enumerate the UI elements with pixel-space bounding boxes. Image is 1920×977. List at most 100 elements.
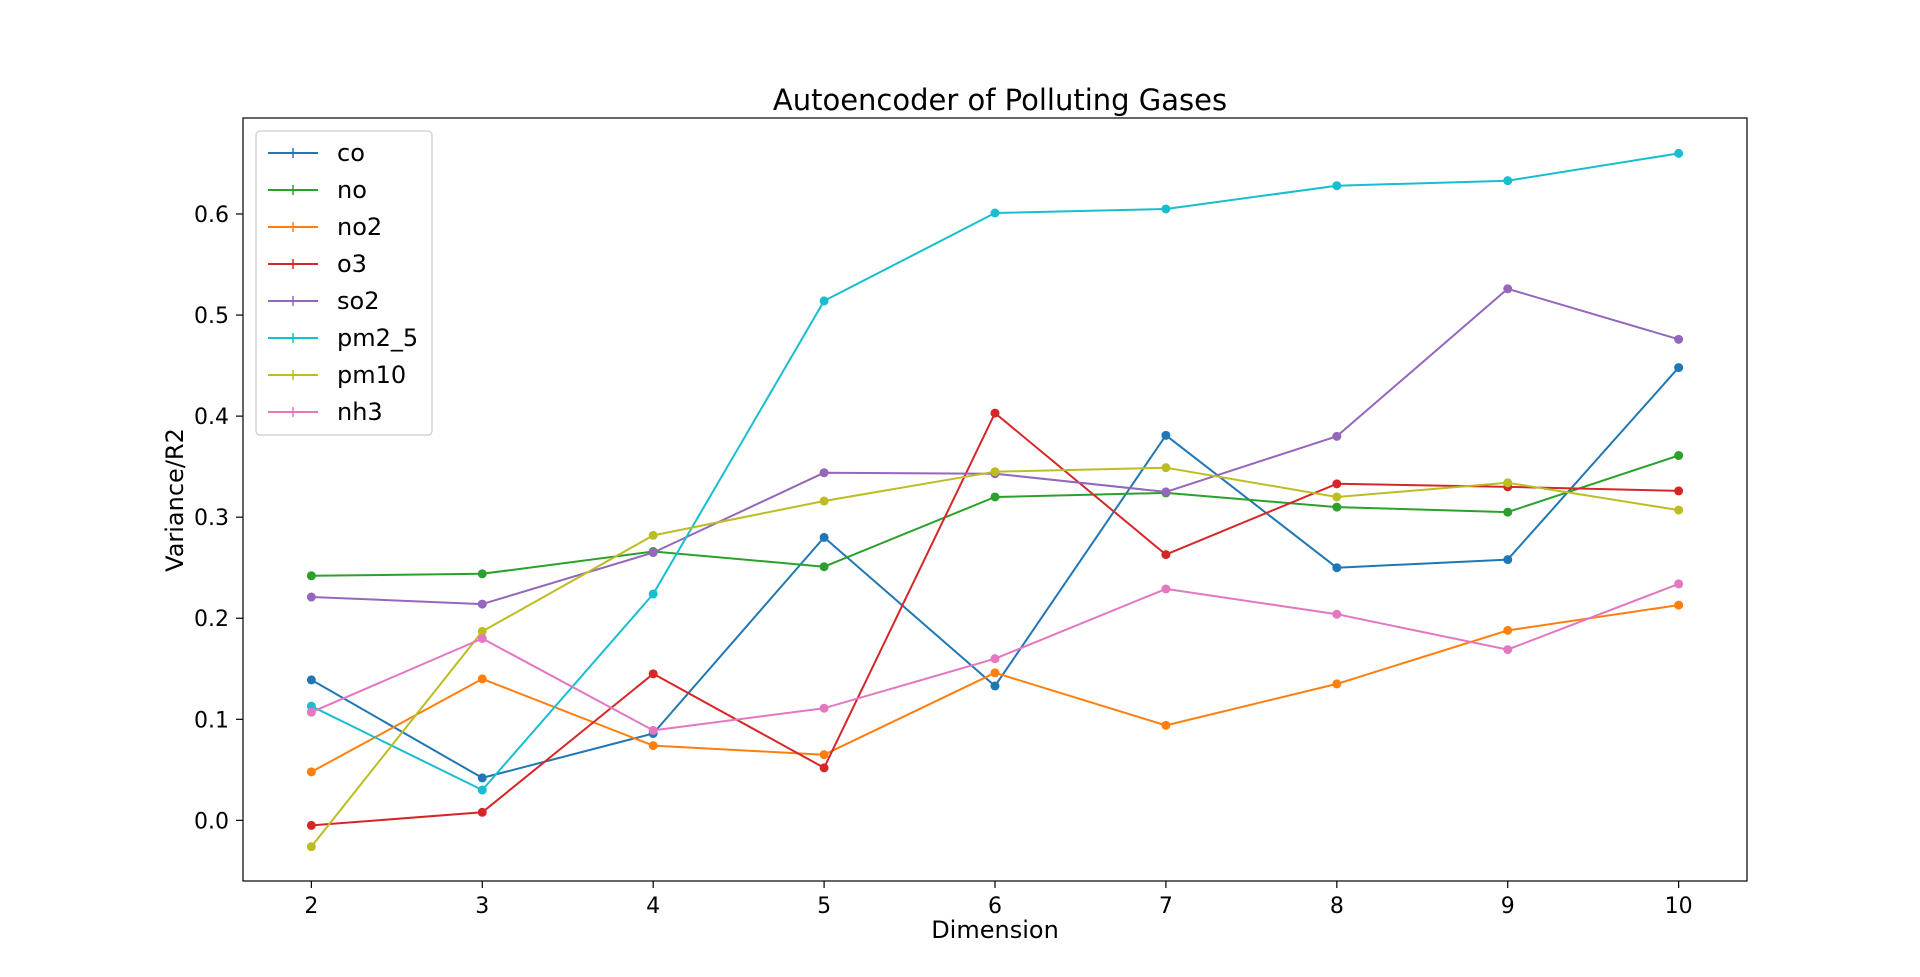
y-axis: 0.0 0.1 0.2 0.3 0.4 0.5 0.6: [194, 203, 243, 834]
data-point: [648, 725, 658, 735]
data-point: [1503, 645, 1513, 655]
data-point: [819, 703, 829, 713]
data-point: [990, 408, 1000, 418]
data-point: [306, 820, 316, 830]
data-point: [1674, 579, 1684, 589]
data-point: [477, 785, 487, 795]
data-point: [819, 562, 829, 572]
data-point: [990, 654, 1000, 664]
data-point: [819, 750, 829, 760]
y-tick-label: 0.5: [194, 304, 229, 329]
data-point: [990, 208, 1000, 218]
legend-label: so2: [337, 287, 379, 315]
y-tick-label: 0.2: [194, 607, 229, 632]
x-tick-label: 6: [988, 894, 1002, 919]
data-point: [1503, 176, 1513, 186]
legend-label: nh3: [337, 398, 383, 426]
data-point: [1332, 609, 1342, 619]
y-tick-label: 0.1: [194, 708, 229, 733]
data-point: [648, 530, 658, 540]
data-point: [648, 741, 658, 751]
legend-item: pm10: [268, 361, 406, 389]
legend-item: nh3: [268, 398, 383, 426]
data-point: [1332, 679, 1342, 689]
data-point: [648, 669, 658, 679]
data-point: [1161, 487, 1171, 497]
x-tick-label: 4: [646, 894, 660, 919]
legend-item: pm2_5: [268, 324, 418, 352]
x-tick-label: 3: [475, 894, 489, 919]
data-point: [1503, 625, 1513, 635]
legend-frame: [255, 130, 433, 436]
data-point: [1674, 600, 1684, 610]
legend-label: pm10: [337, 361, 406, 389]
data-point: [477, 626, 487, 636]
x-tick-label: 5: [817, 894, 831, 919]
data-point: [819, 532, 829, 542]
data-point: [648, 589, 658, 599]
data-point: [1332, 502, 1342, 512]
data-point: [1674, 148, 1684, 158]
data-point: [1161, 550, 1171, 560]
x-tick-label: 2: [304, 894, 318, 919]
x-tick-label: 7: [1159, 894, 1173, 919]
data-point: [990, 467, 1000, 477]
legend-item: no2: [268, 213, 382, 241]
data-point: [1503, 478, 1513, 488]
y-tick-label: 0.3: [194, 506, 229, 531]
series-layer: [306, 148, 1684, 852]
data-point: [1674, 451, 1684, 461]
legend-label: no: [337, 176, 367, 204]
legend-item: so2: [268, 287, 379, 315]
data-point: [1503, 284, 1513, 294]
legend-label: no2: [337, 213, 382, 241]
legend-label: co: [337, 139, 365, 167]
data-point: [1161, 584, 1171, 594]
chart-title: Autoencoder of Polluting Gases: [773, 83, 1227, 117]
data-point: [1503, 507, 1513, 517]
x-axis-title: Dimension: [931, 916, 1059, 944]
data-point: [1332, 479, 1342, 489]
data-point: [477, 773, 487, 783]
data-point: [306, 592, 316, 602]
data-point: [306, 767, 316, 777]
series-line: [311, 287, 1679, 606]
data-point: [819, 468, 829, 478]
data-point: [990, 668, 1000, 678]
data-point: [1161, 720, 1171, 730]
data-point: [306, 571, 316, 581]
data-point: [1332, 563, 1342, 573]
series-so2: [306, 284, 1684, 609]
data-point: [1332, 181, 1342, 191]
data-point: [1161, 463, 1171, 473]
legend-item: co: [268, 139, 365, 167]
series-co: [306, 363, 1684, 783]
data-point: [819, 496, 829, 506]
series-o3: [306, 408, 1684, 830]
legend-label: o3: [337, 250, 367, 278]
legend-item: o3: [268, 250, 367, 278]
data-point: [1332, 431, 1342, 441]
series-nh3: [306, 579, 1684, 735]
y-tick-label: 0.0: [194, 809, 229, 834]
y-axis-title: Variance/R2: [161, 428, 189, 572]
data-point: [819, 296, 829, 306]
series-line: [310, 366, 1680, 779]
series-no2: [306, 600, 1684, 777]
data-point: [990, 681, 1000, 691]
legend-label: pm2_5: [337, 324, 418, 352]
x-tick-label: 8: [1330, 894, 1344, 919]
y-tick-label: 0.4: [194, 405, 229, 430]
data-point: [477, 674, 487, 684]
data-point: [1674, 363, 1684, 373]
data-point: [477, 807, 487, 817]
x-axis: 2 3 4 5 6 7 8 9 10: [304, 881, 1693, 919]
data-point: [990, 492, 1000, 502]
data-point: [1161, 204, 1171, 214]
data-point: [648, 548, 658, 558]
data-point: [477, 569, 487, 579]
x-tick-label: 9: [1501, 894, 1515, 919]
data-point: [1161, 430, 1171, 440]
legend: co no no2 o3 so2 pm2_5 pm10 nh3: [255, 130, 433, 436]
